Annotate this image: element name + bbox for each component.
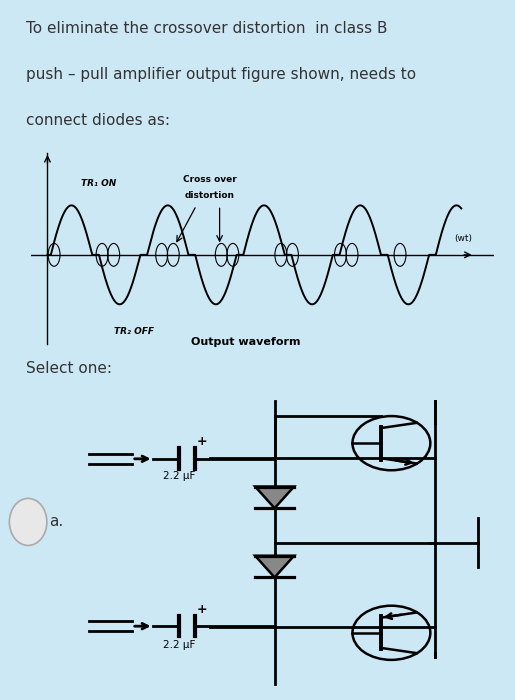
Text: +: + [197, 603, 208, 616]
Text: (wt): (wt) [455, 234, 473, 244]
Text: Select one:: Select one: [26, 361, 112, 377]
Circle shape [9, 498, 47, 545]
Text: TR₂ OFF: TR₂ OFF [114, 327, 153, 336]
Text: distortion: distortion [185, 190, 235, 199]
Text: push – pull amplifier output figure shown, needs to: push – pull amplifier output figure show… [26, 67, 416, 82]
Text: 2.2 μF: 2.2 μF [163, 640, 196, 650]
Text: connect diodes as:: connect diodes as: [26, 113, 170, 128]
Text: 2.2 μF: 2.2 μF [163, 471, 196, 482]
Text: +: + [197, 435, 208, 448]
Text: TR₁ ON: TR₁ ON [80, 179, 116, 188]
Polygon shape [255, 556, 294, 578]
Text: To eliminate the crossover distortion  in class B: To eliminate the crossover distortion in… [26, 21, 387, 36]
Text: a.: a. [49, 514, 63, 529]
Text: Cross over: Cross over [183, 175, 236, 184]
Text: Output waveform: Output waveform [192, 337, 301, 347]
Polygon shape [255, 486, 294, 508]
